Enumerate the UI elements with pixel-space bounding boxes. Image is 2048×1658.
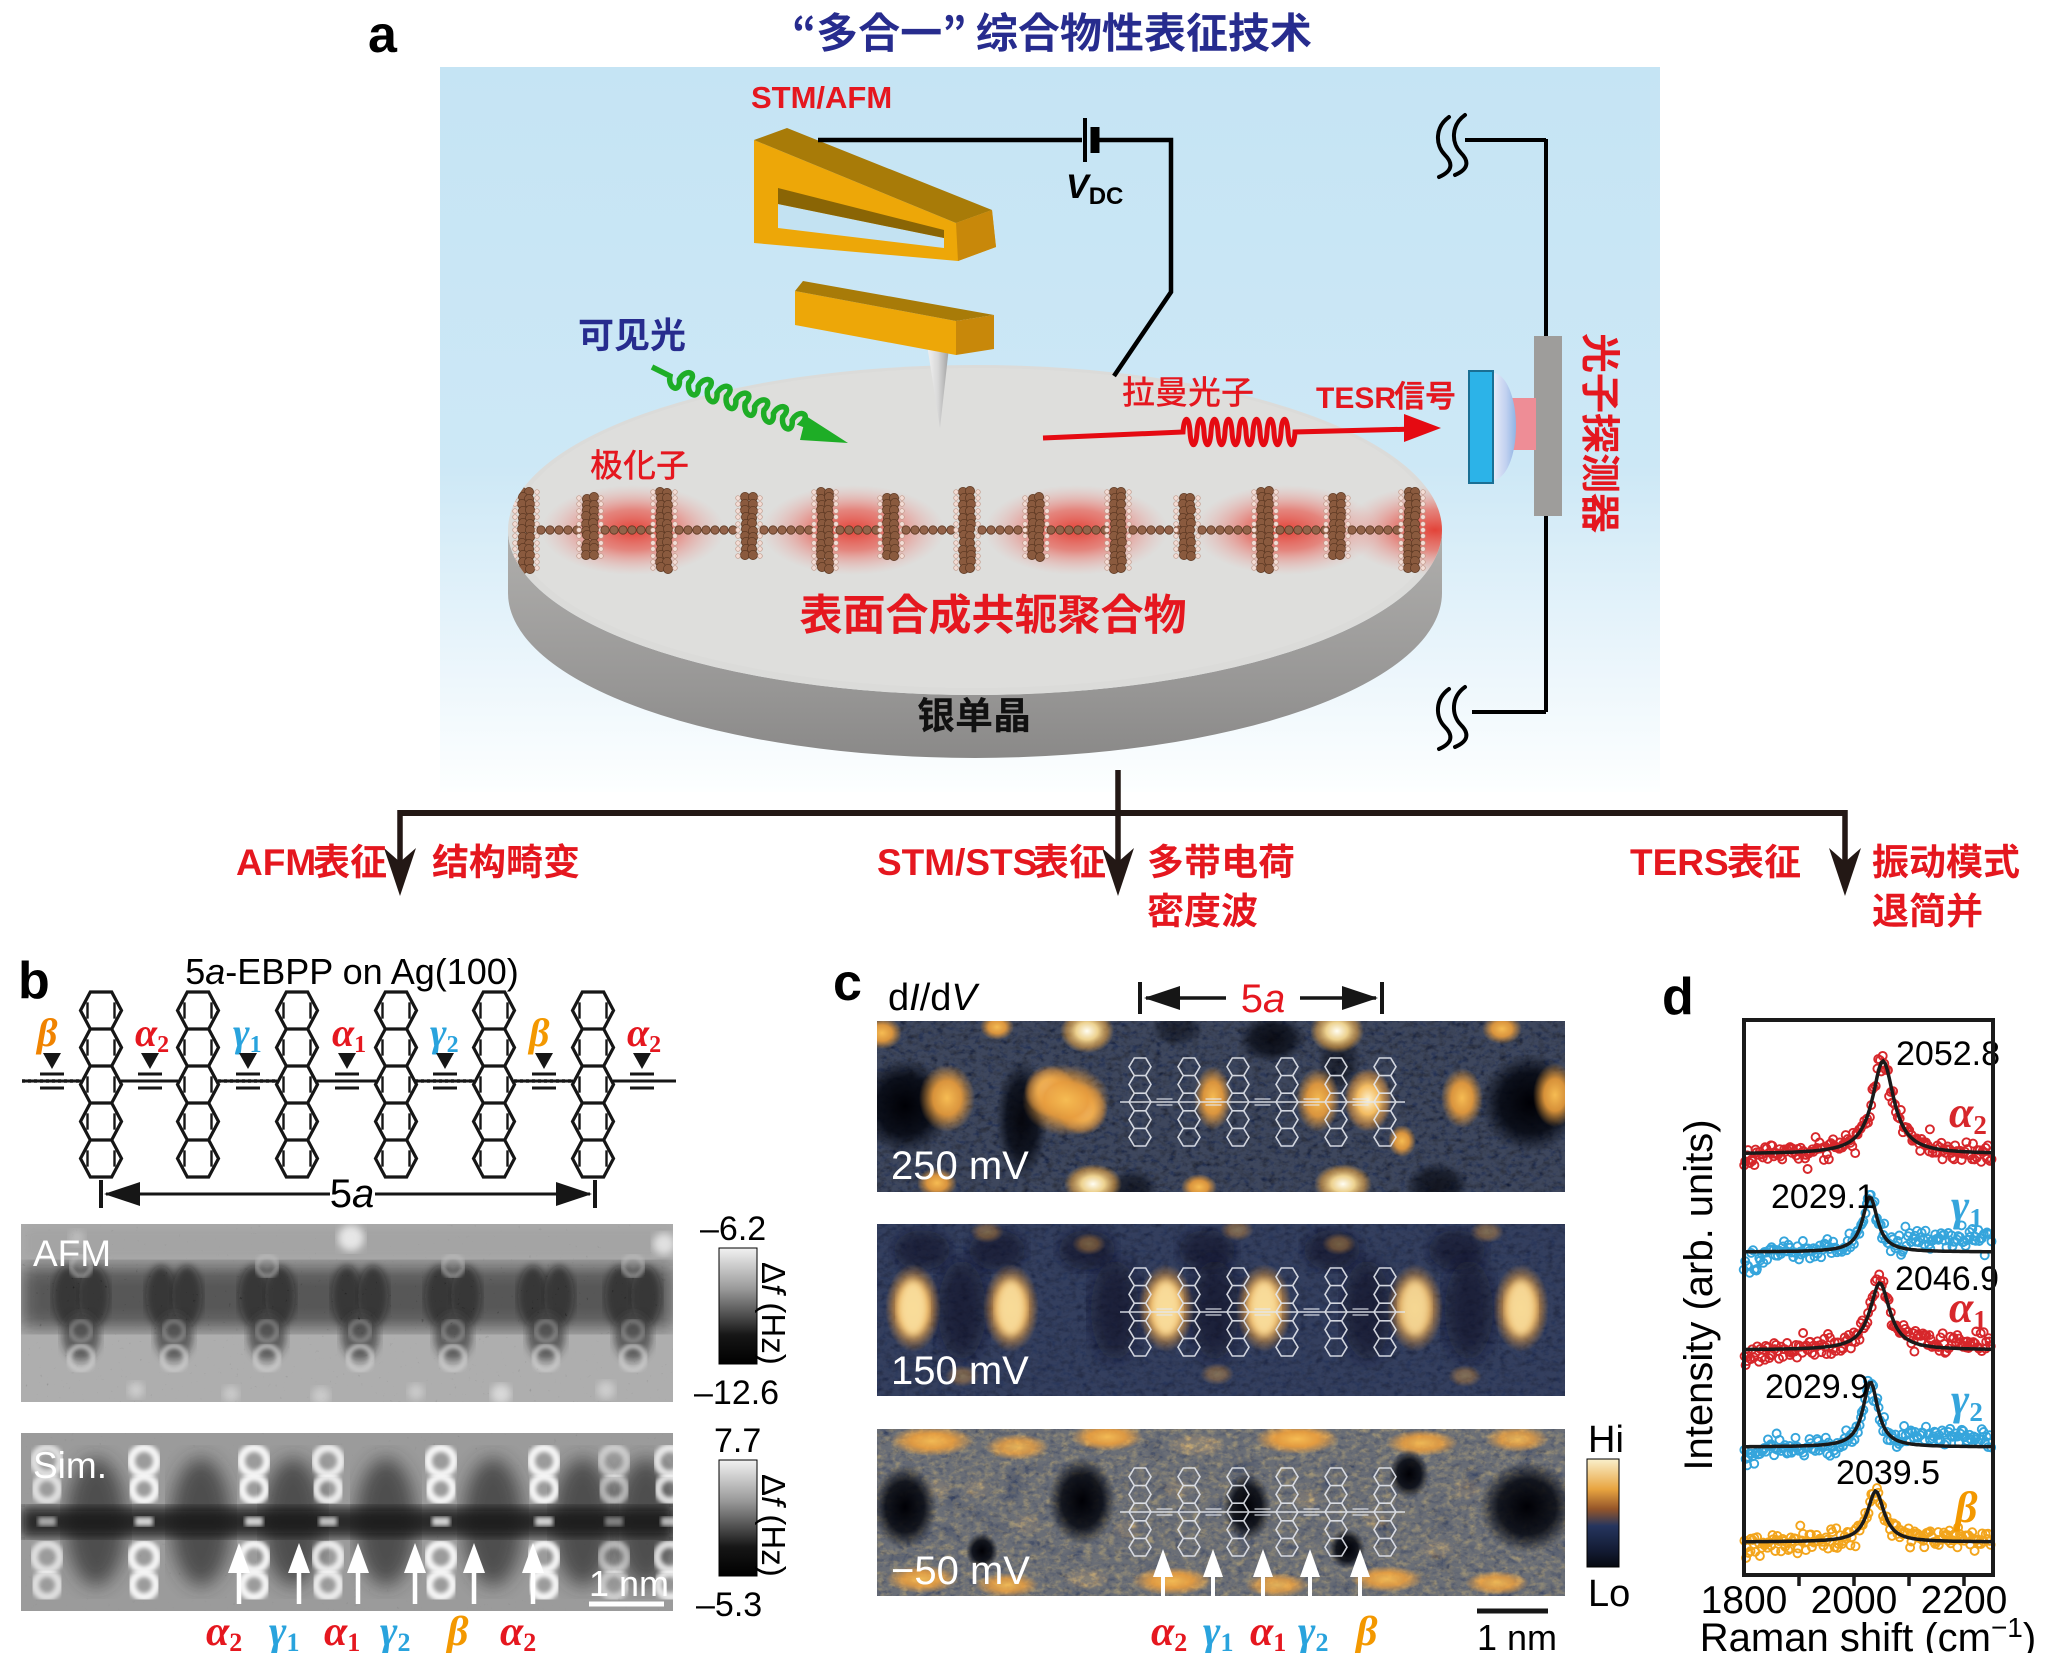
svg-text:Raman shift (cm−1): Raman shift (cm−1) [1700,1612,2036,1653]
svg-text:a: a [368,6,398,64]
svg-text:dI/dV: dI/dV [888,977,980,1019]
svg-text:β: β [445,1609,469,1653]
svg-text:1 nm: 1 nm [1477,1617,1557,1653]
svg-text:γ2: γ2 [1298,1609,1328,1653]
svg-text:STM/AFM: STM/AFM [751,80,892,115]
svg-text:7.7: 7.7 [714,1422,761,1460]
svg-text:2029.9: 2029.9 [1765,1368,1869,1406]
svg-text:2046.9: 2046.9 [1895,1260,1999,1298]
svg-text:d: d [1662,968,1694,1026]
svg-text:5a: 5a [1241,977,1286,1021]
svg-text:1800: 1800 [1701,1579,1788,1622]
svg-text:α2: α2 [500,1609,536,1653]
svg-text:c: c [833,954,862,1012]
svg-text:Hi: Hi [1588,1419,1624,1461]
svg-text:–5.3: –5.3 [696,1586,762,1624]
svg-text:γ2: γ2 [1951,1375,1983,1427]
svg-text:2200: 2200 [1921,1579,2008,1622]
svg-text:150 mV: 150 mV [891,1349,1029,1393]
svg-text:β: β [527,1010,550,1055]
svg-text:γ1: γ1 [1203,1609,1233,1653]
svg-text:Intensity (arb. units): Intensity (arb. units) [1677,1119,1721,1470]
svg-text:β: β [1953,1483,1978,1532]
svg-text:5a-EBPP on Ag(100): 5a-EBPP on Ag(100) [185,951,519,992]
svg-text:TESR: TESR [1316,382,1396,415]
svg-text:b: b [18,952,50,1010]
svg-text:AFM: AFM [33,1233,111,1274]
svg-text:TERS: TERS [1630,842,1729,883]
svg-text:β: β [35,1010,58,1055]
svg-text:2039.5: 2039.5 [1836,1454,1940,1492]
svg-text:Lo: Lo [1588,1573,1630,1615]
svg-text:α2: α2 [627,1010,661,1058]
svg-text:1 nm: 1 nm [589,1563,669,1604]
svg-text:–6.2: –6.2 [700,1210,766,1248]
svg-text:γ1: γ1 [269,1609,299,1653]
svg-text:–12.6: –12.6 [694,1374,779,1412]
svg-text:Δf (Hz): Δf (Hz) [755,1262,792,1365]
svg-text:α1: α1 [324,1609,360,1653]
svg-text:−50 mV: −50 mV [891,1549,1030,1593]
svg-text:250 mV: 250 mV [891,1144,1029,1188]
svg-text:2052.8: 2052.8 [1896,1035,2000,1073]
svg-text:2000: 2000 [1811,1579,1898,1622]
svg-text:Δf (Hz): Δf (Hz) [755,1474,792,1577]
svg-text:Sim.: Sim. [33,1445,107,1486]
svg-text:α1: α1 [1250,1609,1286,1653]
svg-text:STM/STS: STM/STS [877,842,1037,883]
svg-text:2029.1: 2029.1 [1771,1178,1875,1216]
svg-text:AFM: AFM [236,842,316,883]
svg-text:5a: 5a [330,1172,375,1216]
svg-text:β: β [1354,1609,1378,1653]
